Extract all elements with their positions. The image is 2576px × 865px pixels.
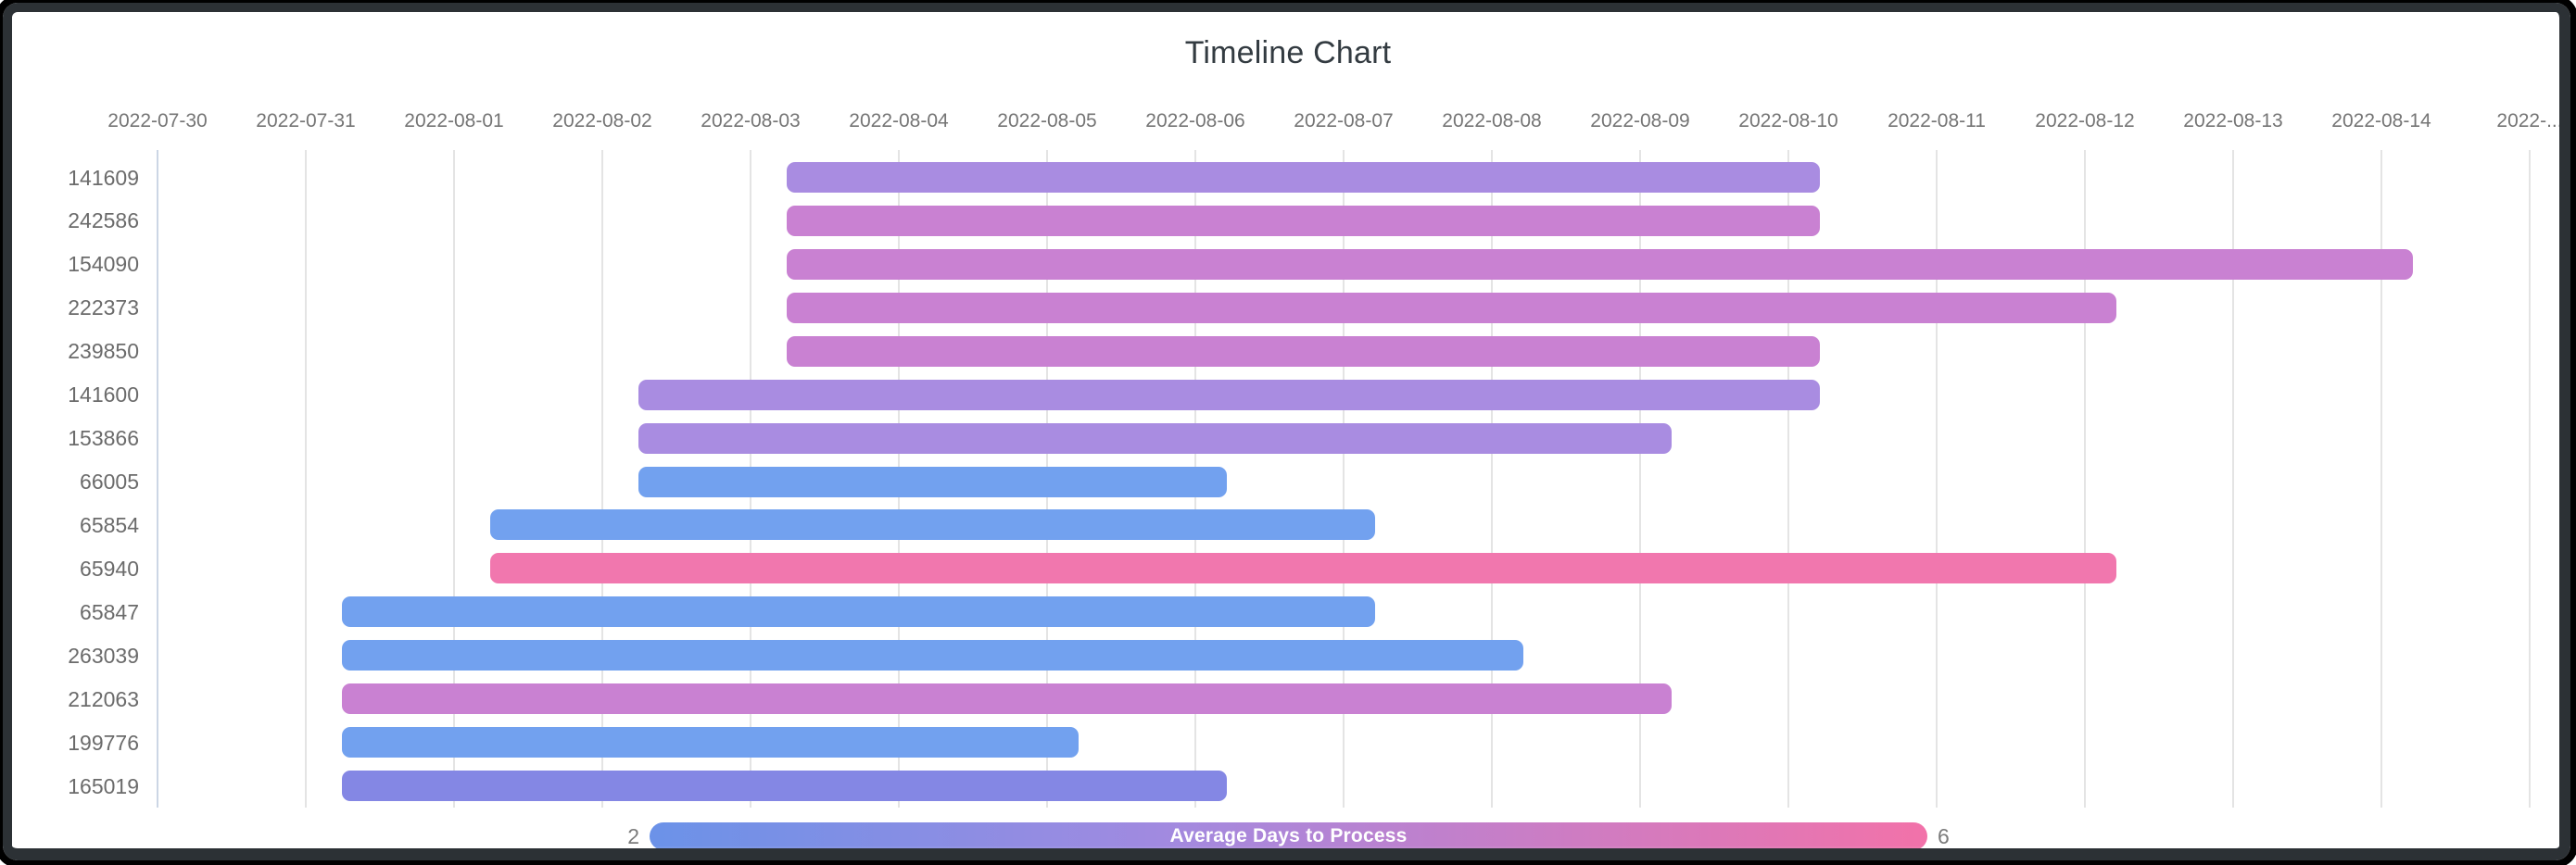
gridline <box>305 150 307 808</box>
legend-max-label: 6 <box>1938 824 1950 848</box>
gridline <box>1936 150 1938 808</box>
y-axis-row-label: 153866 <box>68 426 139 451</box>
timeline-bar[interactable] <box>787 292 2116 323</box>
gridline <box>157 150 158 808</box>
timeline-bar[interactable] <box>490 509 1375 541</box>
timeline-bar[interactable] <box>342 640 1523 671</box>
x-axis-tick-label: 2022-08-02 <box>552 110 652 132</box>
gridline <box>2529 150 2531 808</box>
y-axis-row-label: 141609 <box>68 165 139 190</box>
gridline <box>2232 150 2234 808</box>
gridline <box>1639 150 1641 808</box>
x-axis-tick-label: 2022-... <box>2496 110 2563 132</box>
timeline-bar[interactable] <box>787 205 1820 236</box>
y-axis-row-label: 66005 <box>80 470 139 494</box>
x-axis-tick-label: 2022-07-31 <box>256 110 356 132</box>
x-axis-tick-label: 2022-08-05 <box>997 110 1097 132</box>
y-axis-row-label: 222373 <box>68 295 139 320</box>
gridline <box>601 150 603 808</box>
y-axis-row-label: 154090 <box>68 252 139 277</box>
gridline <box>453 150 455 808</box>
gridline <box>1491 150 1493 808</box>
gridline <box>1343 150 1345 808</box>
legend-min-label: 2 <box>627 824 639 848</box>
timeline-bar[interactable] <box>342 596 1375 628</box>
timeline-bar[interactable] <box>787 335 1820 367</box>
y-axis-row-label: 165019 <box>68 773 139 798</box>
x-axis-tick-label: 2022-08-04 <box>849 110 949 132</box>
x-axis-tick-label: 2022-08-13 <box>2183 110 2283 132</box>
x-axis-tick-label: 2022-08-11 <box>1888 110 1986 132</box>
timeline-bar[interactable] <box>638 422 1672 454</box>
gridline <box>2084 150 2086 808</box>
gridline <box>1787 150 1789 808</box>
timeline-bar[interactable] <box>342 771 1227 802</box>
x-axis-tick-label: 2022-08-12 <box>2035 110 2135 132</box>
timeline-bar[interactable] <box>638 379 1820 410</box>
timeline-bar[interactable] <box>342 683 1672 715</box>
x-axis-tick-label: 2022-08-01 <box>404 110 504 132</box>
legend-visualmap[interactable]: 2 Average Days to Process 6 <box>593 821 1950 852</box>
x-axis-tick-label: 2022-07-30 <box>107 110 208 132</box>
timeline-bar[interactable] <box>342 727 1079 758</box>
x-axis-tick-label: 2022-08-03 <box>701 110 801 132</box>
x-axis-tick-label: 2022-08-07 <box>1294 110 1394 132</box>
x-axis-tick-label: 2022-08-06 <box>1145 110 1245 132</box>
timeline-bar[interactable] <box>490 553 2116 584</box>
x-axis-tick-label: 2022-08-09 <box>1590 110 1690 132</box>
x-axis-tick-label: 2022-08-08 <box>1442 110 1542 132</box>
gridline <box>2380 150 2382 808</box>
y-axis-row-label: 65854 <box>80 512 139 537</box>
y-axis-row-label: 65847 <box>80 599 139 624</box>
timeline-bar[interactable] <box>787 162 1820 193</box>
legend-gradient-bar[interactable]: Average Days to Process <box>650 822 1927 850</box>
y-axis-row-label: 199776 <box>68 730 139 755</box>
x-axis-tick-label: 2022-08-10 <box>1738 110 1838 132</box>
y-axis-row-label: 65940 <box>80 556 139 581</box>
y-axis-row-label: 141600 <box>68 382 139 407</box>
timeline-bar[interactable] <box>787 248 2413 280</box>
timeline-bar[interactable] <box>638 466 1227 497</box>
y-axis-row-label: 212063 <box>68 686 139 711</box>
y-axis-row-label: 239850 <box>68 339 139 364</box>
x-axis-tick-label: 2022-08-14 <box>2331 110 2431 132</box>
y-axis-row-label: 242586 <box>68 208 139 233</box>
legend-title: Average Days to Process <box>1169 825 1408 846</box>
page-title: Timeline Chart <box>1184 35 1392 70</box>
y-axis-row-label: 263039 <box>68 643 139 668</box>
